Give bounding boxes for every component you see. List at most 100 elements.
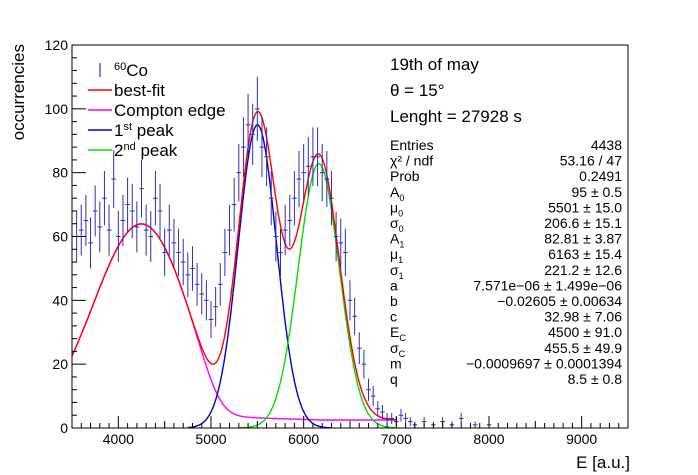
data-point: [134, 201, 140, 253]
x-tick-label: 6000: [288, 431, 319, 447]
x-tick-label: 4000: [103, 431, 134, 447]
data-point: [319, 143, 325, 202]
data-point: [329, 171, 334, 226]
data-point: [180, 238, 186, 286]
data-point: [296, 150, 302, 208]
data-point: [185, 252, 191, 298]
data-point: [120, 195, 126, 247]
stats-name: b: [390, 293, 398, 309]
data-point: [282, 204, 288, 256]
stats-value: 95 ± 0.5: [572, 184, 623, 200]
stats-value: 0.2491: [579, 168, 622, 184]
data-point: [458, 412, 464, 424]
y-tick-label: 20: [52, 356, 68, 372]
data-point: [116, 210, 121, 263]
annotation-theta: θ = 15°: [390, 81, 445, 100]
y-tick-label: 40: [52, 292, 68, 308]
best-fit-curve: [71, 110, 397, 421]
data-point: [213, 286, 218, 327]
y-tick-label: 60: [52, 229, 68, 245]
data-point: [361, 349, 367, 379]
data-point: [194, 262, 200, 306]
data-point: [97, 201, 103, 253]
stats-value: 4438: [591, 137, 622, 153]
data-point: [129, 183, 135, 239]
x-axis-label: E [a.u.]: [576, 453, 630, 472]
y-tick-label: 80: [52, 165, 68, 181]
data-point: [287, 194, 293, 247]
stats-name: χ² / ndf: [390, 153, 433, 169]
legend-label: 2nd peak: [114, 141, 178, 160]
data-point: [384, 412, 390, 424]
stats-name: c: [390, 309, 397, 325]
data-point: [222, 228, 228, 277]
data-points: [74, 76, 492, 428]
axes: 4000 5000 6000 7000 8000 9000 0 20 40 60 80 100 120: [45, 37, 629, 447]
y-tick-label: 100: [45, 101, 69, 117]
stats-value: 32.98 ± 7.06: [544, 309, 622, 325]
data-point: [352, 297, 357, 336]
data-point: [310, 127, 316, 187]
stats-value: 8.5 ± 0.8: [568, 371, 623, 387]
data-point: [370, 385, 376, 407]
data-point: [199, 273, 205, 315]
stats-name: σ1: [390, 262, 404, 281]
legend-item: Compton edge: [88, 101, 226, 120]
x-tick-label: 8000: [473, 431, 504, 447]
legend-label: best-fit: [114, 81, 165, 100]
data-point: [102, 171, 107, 226]
data-point: [380, 405, 385, 420]
data-point: [153, 171, 158, 226]
stats-value: 5501 ± 15.0: [548, 199, 622, 215]
data-point: [250, 103, 256, 166]
data-point: [315, 127, 320, 187]
data-point: [268, 171, 274, 226]
data-point: [273, 211, 279, 262]
data-point: [264, 127, 269, 187]
stats-name: A1: [390, 231, 404, 250]
data-point: [227, 204, 232, 256]
data-point: [166, 204, 172, 256]
data-point: [92, 185, 98, 237]
data-point: [148, 210, 154, 263]
data-point: [217, 262, 223, 306]
stats-name: σC: [390, 340, 406, 359]
data-point: [324, 150, 330, 208]
data-point: [398, 408, 404, 422]
stats-value: 53.16 / 47: [560, 153, 622, 169]
data-point: [389, 412, 395, 424]
data-point: [162, 228, 167, 277]
stats-value: 206.6 ± 15.1: [544, 215, 622, 231]
x-tick-label: 7000: [381, 431, 412, 447]
data-point: [403, 412, 408, 424]
data-point: [171, 218, 177, 267]
data-point: [176, 228, 181, 277]
data-point: [204, 280, 209, 321]
y-tick-label: 0: [60, 420, 68, 436]
x-tick-label: 5000: [195, 431, 226, 447]
data-point: [157, 183, 163, 239]
legend-item: best-fit: [88, 81, 165, 100]
stats-value: 6163 ± 15.4: [548, 246, 622, 262]
data-point: [343, 228, 348, 277]
legend-label: 60Co: [114, 61, 148, 80]
stats-name: EC: [390, 324, 406, 343]
data-point: [88, 217, 93, 269]
data-point: [292, 171, 297, 226]
stats-name: σ0: [390, 215, 404, 234]
data-point: [278, 228, 283, 277]
first-peak-curve: [187, 124, 332, 429]
stats-name: a: [390, 277, 398, 293]
data-point: [338, 218, 344, 268]
legend-item: 1st peak: [88, 121, 174, 140]
stats-value: 221.2 ± 12.6: [544, 262, 622, 278]
stats-name: Entries: [390, 137, 434, 153]
data-point: [305, 137, 311, 196]
stats-box: Entries 4438 χ² / ndf 53.16 / 47 Prob 0.2491 A…: [390, 137, 622, 387]
data-point: [125, 177, 130, 232]
legend-label: Compton edge: [114, 101, 226, 120]
data-point: [111, 150, 117, 208]
data-point: [301, 143, 306, 202]
data-point: [231, 177, 237, 232]
